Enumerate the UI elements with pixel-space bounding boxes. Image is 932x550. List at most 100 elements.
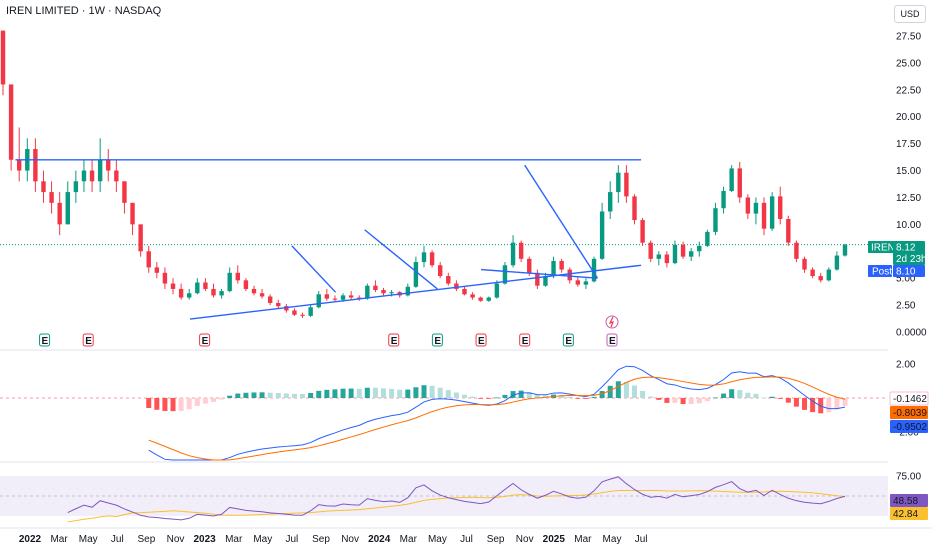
macd-histogram-bar xyxy=(656,398,662,400)
price-tick-label: 15.00 xyxy=(896,166,921,177)
macd-histogram-bar xyxy=(372,387,378,398)
macd-histogram-bar xyxy=(251,392,257,398)
candle-body xyxy=(454,283,459,289)
candle-body xyxy=(591,258,597,282)
candle-body xyxy=(235,272,240,281)
candle-body xyxy=(251,288,257,294)
macd-histogram-bar xyxy=(567,396,573,398)
macd-histogram-bar xyxy=(834,398,840,410)
candle-body xyxy=(57,202,62,225)
candle-body xyxy=(97,159,103,182)
candle-body xyxy=(187,293,192,298)
time-axis-label: Jul xyxy=(460,534,473,545)
earnings-marker-label: E xyxy=(434,336,441,347)
candle-body xyxy=(429,252,435,266)
post-tag-label: Post xyxy=(872,267,892,278)
macd-histogram-bar xyxy=(640,390,646,398)
candle-body xyxy=(470,294,475,298)
candle-body xyxy=(575,280,581,285)
macd-histogram-bar xyxy=(615,381,621,398)
time-axis-label: Jul xyxy=(111,534,124,545)
post-price-label: 8.10 xyxy=(896,267,916,278)
candle-body xyxy=(462,288,467,295)
trendline xyxy=(480,268,598,279)
candle-body xyxy=(818,276,823,281)
macd-histogram-bar xyxy=(802,398,808,410)
candle-body xyxy=(510,242,516,266)
currency-button[interactable]: USD xyxy=(894,5,926,23)
candle-body xyxy=(713,208,718,232)
time-axis-label: May xyxy=(79,534,98,545)
candle-body xyxy=(680,244,686,257)
candle-body xyxy=(624,172,629,197)
candle-body xyxy=(705,231,710,246)
candle-body xyxy=(122,181,127,203)
candle-body xyxy=(138,224,143,252)
macd-histogram-bar xyxy=(332,389,338,398)
macd-histogram-bar xyxy=(769,396,775,398)
macd-histogram-bar xyxy=(688,398,694,404)
macd-histogram-bar xyxy=(308,392,314,398)
time-axis-label: Sep xyxy=(138,534,156,545)
macd-histogram-bar xyxy=(729,389,735,398)
macd-histogram-bar xyxy=(211,398,216,402)
candle-body xyxy=(486,297,491,301)
macd-histogram-bar xyxy=(243,392,249,398)
rsi-value-label: 48.58 xyxy=(893,496,918,507)
time-axis-label: Sep xyxy=(487,534,505,545)
candle-body xyxy=(769,196,775,229)
macd-histogram-bar xyxy=(761,397,767,399)
macd-histogram-bar xyxy=(575,398,581,399)
macd-histogram-bar xyxy=(178,398,184,411)
macd-histogram-bar xyxy=(405,389,411,398)
candle-body xyxy=(794,242,799,259)
earnings-marker xyxy=(199,333,211,347)
time-axis-label: Mar xyxy=(225,534,243,545)
post-tag xyxy=(868,265,892,277)
candle-body xyxy=(267,296,273,303)
candle-body xyxy=(130,202,135,225)
signal-line xyxy=(148,376,846,461)
candle-body xyxy=(114,170,119,182)
candle-body xyxy=(389,292,394,294)
time-axis-label: May xyxy=(253,534,272,545)
price-tick-label: 12.50 xyxy=(896,193,921,204)
macd-histogram-bar xyxy=(364,387,370,398)
candle-body xyxy=(219,291,224,296)
macd-histogram-bar xyxy=(826,398,832,413)
candle-body xyxy=(292,310,297,315)
macd-histogram-bar xyxy=(486,398,492,399)
time-axis-label: Sep xyxy=(312,534,330,545)
macd-histogram-bar xyxy=(526,392,532,398)
time-axis-label: Jul xyxy=(286,534,299,545)
price-tick-label: 2.50 xyxy=(896,301,916,312)
macd-histogram-bar xyxy=(542,395,548,398)
earnings-marker xyxy=(388,333,400,347)
earnings-marker-label: E xyxy=(202,336,209,347)
macd-histogram-bar xyxy=(235,393,241,398)
candle-body xyxy=(778,196,783,219)
macd-value-tag xyxy=(890,420,928,433)
macd-histogram-bar xyxy=(591,396,597,398)
candle-body xyxy=(446,276,451,284)
candle-body xyxy=(672,244,678,264)
candle-body xyxy=(745,197,751,214)
macd-histogram-bar xyxy=(445,390,451,398)
macd-histogram-bar xyxy=(316,390,322,398)
macd-histogram-bar xyxy=(793,398,799,407)
candle-body xyxy=(81,170,87,182)
macd-histogram-bar xyxy=(389,388,395,398)
earnings-marker-label: E xyxy=(478,336,485,347)
macd-histogram-bar xyxy=(777,398,783,399)
macd-histogram-bar xyxy=(381,388,387,398)
macd-histogram-bar xyxy=(502,394,508,398)
earnings-marker xyxy=(82,333,94,347)
macd-histogram-bar xyxy=(712,397,718,399)
trendline xyxy=(291,245,337,293)
candle-body xyxy=(664,254,670,264)
macd-histogram-bar xyxy=(146,398,152,408)
time-axis-label: Mar xyxy=(50,534,68,545)
candle-body xyxy=(41,181,46,193)
candle-body xyxy=(421,252,427,263)
